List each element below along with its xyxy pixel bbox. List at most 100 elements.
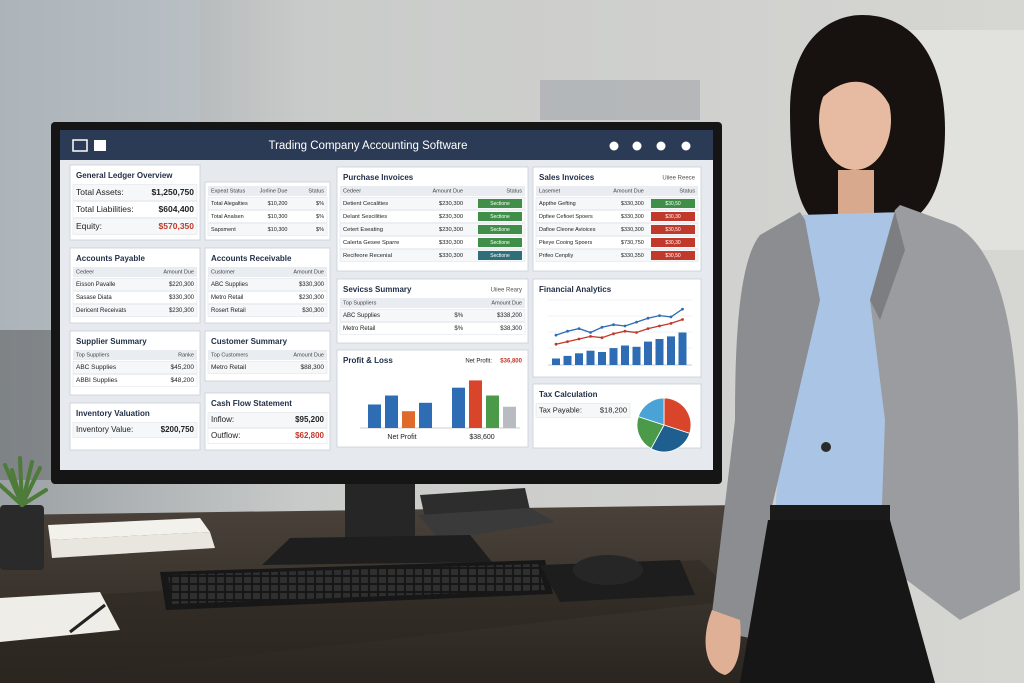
status-text: $30,30 <box>665 214 681 220</box>
table-header-cell: Top Suppliers <box>343 300 377 306</box>
table-header <box>340 186 525 196</box>
panel-title: Inventory Valuation <box>76 409 150 418</box>
table-cell: ABC Supplies <box>211 282 248 288</box>
face <box>819 70 891 170</box>
table-header <box>208 267 327 277</box>
table-cell: Inventory Value: <box>76 425 133 434</box>
table-row <box>207 361 328 374</box>
monitor-stand <box>345 482 415 540</box>
trend-point <box>635 320 638 324</box>
table-row <box>72 304 198 317</box>
trend-point <box>646 316 650 320</box>
trend-point <box>623 329 627 333</box>
table-header-cell: Top Suppliers <box>76 352 110 358</box>
trend-line <box>555 308 683 336</box>
bar <box>632 346 641 365</box>
table-row <box>72 422 198 438</box>
table-cell: $604,400 <box>159 204 195 214</box>
table-header-cell: Amount Due <box>163 269 194 275</box>
bar <box>385 395 398 428</box>
table-cell: $330,300 <box>439 240 463 246</box>
bar <box>598 352 606 365</box>
table-cell: $230,300 <box>439 227 463 233</box>
neck <box>838 170 874 220</box>
status-badge <box>478 212 522 221</box>
panel-title: Accounts Payable <box>76 254 145 263</box>
table-row <box>72 218 198 235</box>
header-icon <box>656 141 666 151</box>
table-cell: $30,300 <box>302 308 324 314</box>
blazer-left <box>710 212 820 640</box>
panel-title: Sevicss Summary <box>343 285 412 294</box>
table-cell: $330,300 <box>621 201 644 207</box>
table-cell: $10,300 <box>268 214 288 220</box>
bar <box>419 402 432 428</box>
footer-value: $38,600 <box>469 434 494 441</box>
plant-leaf <box>0 483 24 507</box>
panel-title: Cash Flow Statement <box>211 399 292 408</box>
table-row <box>207 412 328 428</box>
panel-title: Purchase Invoices <box>343 173 414 182</box>
status-text: $30,30 <box>665 240 681 246</box>
table-row <box>72 201 198 218</box>
table-row <box>72 291 198 304</box>
trend-point <box>612 332 615 336</box>
table-cell: $230,300 <box>439 201 463 207</box>
bar <box>486 395 499 428</box>
table-cell: Inflow: <box>211 415 234 424</box>
table-cell: $330,300 <box>169 295 195 301</box>
plant-leaf <box>10 468 24 507</box>
bar <box>609 348 618 365</box>
mouse <box>573 555 643 585</box>
table-cell: $230,300 <box>169 308 195 314</box>
trend-point <box>554 333 558 337</box>
table-header <box>340 298 525 308</box>
trend-point <box>646 327 650 330</box>
panel-title: Customer Summary <box>211 337 288 346</box>
table-cell: $730,750 <box>621 240 644 246</box>
trend-point <box>669 315 673 319</box>
panel-subtitle: Uiiee Reary <box>491 288 522 294</box>
bar <box>368 404 381 428</box>
table-cell: Calerta Gesee Sparre <box>343 240 399 246</box>
pie-slice <box>637 397 665 426</box>
button <box>821 442 831 452</box>
bar <box>575 353 583 365</box>
header-icon <box>632 141 642 151</box>
pie-slice <box>636 416 665 450</box>
status-badge <box>651 251 695 260</box>
status-text: $30,50 <box>665 253 681 259</box>
table-header-cell: Top Customers <box>211 352 248 358</box>
table-row <box>72 361 198 374</box>
status-text: $30,50 <box>665 201 681 207</box>
table-row <box>339 309 526 322</box>
table-cell: Tax Payable: <box>539 405 582 414</box>
table-cell: $48,200 <box>171 377 195 384</box>
trend-point <box>623 324 627 328</box>
bar <box>586 350 595 365</box>
table-cell: $338,200 <box>497 313 523 319</box>
table-cell: $% <box>454 313 463 319</box>
hand <box>705 610 741 675</box>
pen <box>69 603 106 634</box>
table-row <box>207 304 328 317</box>
shelf-blur <box>540 80 700 120</box>
status-text: Sectione <box>490 201 510 207</box>
table-header-cell: Jorline Due <box>260 188 288 194</box>
table-cell: Sasase Diata <box>76 295 112 301</box>
table-cell: $38,300 <box>500 326 522 332</box>
table-cell: Prifeo Cenpliy <box>539 253 573 259</box>
table-header-cell: Amount Due <box>613 188 644 194</box>
header-icon <box>609 141 619 151</box>
table-header-cell: Amount Due <box>432 188 463 194</box>
trend-point <box>681 307 684 311</box>
table-cell: $230,300 <box>439 214 463 220</box>
table-header <box>73 350 197 360</box>
cabinet-blur <box>0 330 60 480</box>
table-header-cell: Status <box>308 188 324 194</box>
table-cell: $570,350 <box>159 221 195 231</box>
status-badge <box>478 225 522 234</box>
table-header-cell: Cedeer <box>343 188 361 194</box>
status-badge <box>478 251 522 260</box>
